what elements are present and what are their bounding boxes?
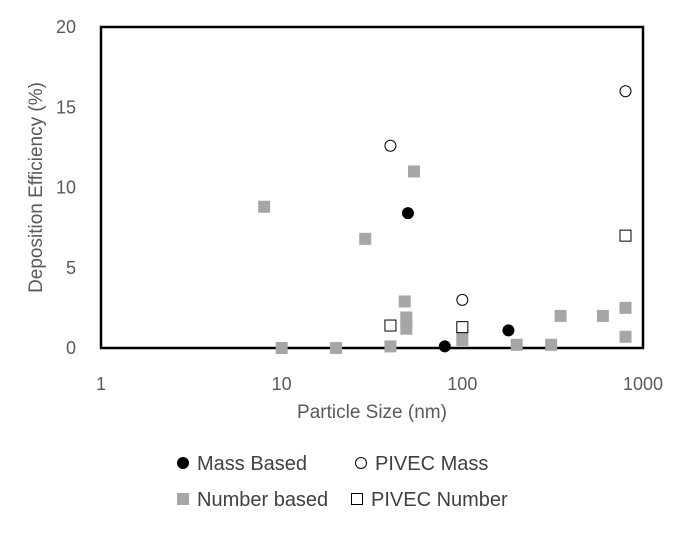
legend-marker-mass-based — [177, 457, 189, 469]
number-based-point — [258, 200, 271, 213]
legend-label-number-based: Number based — [197, 489, 328, 511]
plot-area — [99, 25, 645, 350]
number-based-point — [330, 342, 343, 354]
mass-based-point — [438, 340, 451, 353]
y-tick-label: 0 — [66, 338, 76, 358]
number-based-point — [384, 340, 397, 353]
legend-marker-pivec-number — [351, 493, 363, 505]
mass-based-point — [401, 207, 414, 220]
mass-based-point — [502, 324, 515, 337]
legend-marker-pivec-mass — [355, 457, 367, 469]
number-based-point — [619, 301, 632, 314]
number-based-point — [407, 165, 420, 178]
data-points — [258, 85, 632, 354]
pivec-mass-point — [619, 85, 632, 98]
x-axis-title: Particle Size (nm) — [297, 402, 447, 423]
plot-frame — [99, 25, 645, 350]
x-tick-label: 1 — [96, 374, 106, 394]
y-tick-label: 15 — [56, 97, 76, 117]
y-tick-label: 10 — [56, 178, 76, 198]
number-based-point — [510, 338, 523, 351]
legend: Mass Based PIVEC Mass Number based PIVEC Nu… — [177, 453, 508, 511]
x-tick-label: 100 — [447, 374, 477, 394]
number-based-point — [456, 333, 469, 346]
number-based-point — [596, 309, 609, 322]
number-based-point — [359, 232, 372, 245]
axis-ticks: 1 10 100 1000 0 5 10 15 20 — [56, 17, 663, 394]
x-tick-label: 1000 — [623, 374, 663, 394]
number-based-point — [545, 338, 558, 351]
legend-label-pivec-mass: PIVEC Mass — [375, 453, 488, 475]
number-based-point — [400, 322, 413, 335]
pivec-mass-point — [384, 139, 397, 152]
pivec-number-point — [384, 319, 397, 332]
pivec-number-point — [456, 321, 469, 334]
legend-label-mass-based: Mass Based — [197, 453, 307, 475]
y-axis-title: Deposition Efficiency (%) — [26, 82, 47, 293]
number-based-point — [398, 295, 411, 308]
legend-marker-number-based — [177, 493, 189, 505]
pivec-number-point — [619, 229, 632, 242]
number-based-point — [619, 330, 632, 343]
number-based-point — [275, 342, 288, 354]
number-based-point — [554, 309, 567, 322]
x-tick-label: 10 — [272, 374, 292, 394]
pivec-mass-point — [456, 293, 469, 306]
y-tick-label: 5 — [66, 258, 76, 278]
legend-label-pivec-number: PIVEC Number — [371, 489, 508, 511]
y-tick-label: 20 — [56, 17, 76, 37]
